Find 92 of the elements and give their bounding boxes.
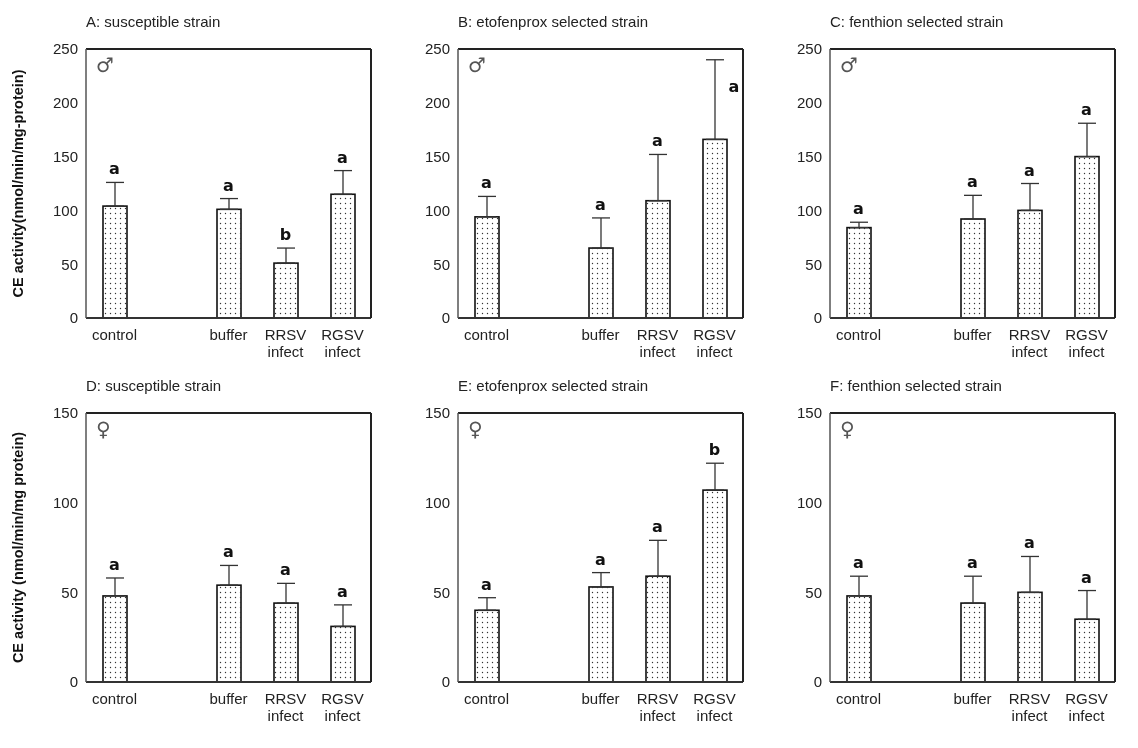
y-tick-label: 250 xyxy=(424,40,450,58)
x-tick-label: RGSV infect xyxy=(1065,326,1108,360)
x-tick-label: RGSV infect xyxy=(693,690,736,724)
x-tick-label: RRSV infect xyxy=(1008,690,1051,724)
annotation: a xyxy=(728,76,740,96)
annotation: ♀ xyxy=(468,417,483,441)
x-tick-label: buffer xyxy=(581,326,620,343)
x-tick-label: RGSV infect xyxy=(1065,690,1108,724)
x-tick-label: RRSV infect xyxy=(1008,326,1051,360)
annotation: a xyxy=(595,194,606,214)
y-tick-label: 150 xyxy=(796,404,822,422)
x-tick-label: RRSV infect xyxy=(636,326,679,360)
annotation: a xyxy=(967,553,978,573)
chart-title: D: susceptible strain xyxy=(85,376,223,396)
y-tick-label: 50 xyxy=(805,583,822,601)
x-tick-label: buffer xyxy=(209,326,248,343)
y-tick-label: 0 xyxy=(813,309,822,327)
annotation: a xyxy=(853,199,864,219)
annotation: ♂ xyxy=(468,53,486,77)
y-tick-label: 100 xyxy=(424,493,450,511)
x-tick-label: buffer xyxy=(953,690,992,707)
annotation: a xyxy=(853,553,864,573)
annotation: a xyxy=(109,159,120,179)
y-tick-label: 200 xyxy=(796,94,822,112)
annotation: b xyxy=(708,440,721,460)
y-tick-label: 100 xyxy=(424,201,450,219)
chart-title: E: etofenprox selected strain xyxy=(457,376,650,396)
y-tick-label: 0 xyxy=(69,673,78,691)
y-tick-label: 100 xyxy=(796,493,822,511)
annotation: ♂ xyxy=(840,53,858,77)
annotation: a xyxy=(1081,567,1092,587)
x-tick-label: RGSV infect xyxy=(321,690,364,724)
y-axis-title: CE activity (nmol/min/mg protein) xyxy=(10,431,27,664)
x-tick-label: buffer xyxy=(953,326,992,343)
y-tick-label: 0 xyxy=(441,309,450,327)
x-tick-label: control xyxy=(835,326,882,343)
y-tick-label: 150 xyxy=(796,147,822,165)
x-tick-label: RGSV infect xyxy=(693,326,736,360)
y-tick-label: 250 xyxy=(796,40,822,58)
y-tick-label: 150 xyxy=(424,404,450,422)
x-tick-label: RRSV infect xyxy=(264,326,307,360)
x-tick-label: control xyxy=(91,690,138,707)
y-tick-label: 100 xyxy=(796,201,822,219)
annotation: a xyxy=(337,147,348,167)
annotation: a xyxy=(1024,160,1035,180)
y-tick-label: 150 xyxy=(52,147,78,165)
annotation: ♀ xyxy=(840,417,855,441)
x-tick-label: buffer xyxy=(581,690,620,707)
annotation: a xyxy=(967,172,978,192)
x-tick-label: control xyxy=(463,690,510,707)
y-tick-label: 200 xyxy=(52,94,78,112)
annotation: b xyxy=(279,225,292,245)
annotation: a xyxy=(223,175,234,195)
y-tick-label: 100 xyxy=(52,493,78,511)
annotation: a xyxy=(1081,100,1092,120)
y-tick-label: 100 xyxy=(52,201,78,219)
chart-title: C: fenthion selected strain xyxy=(829,12,1005,32)
chart-title: B: etofenprox selected strain xyxy=(457,12,650,32)
x-tick-label: control xyxy=(463,326,510,343)
annotation: a xyxy=(652,517,663,537)
annotation: a xyxy=(337,581,348,601)
y-tick-label: 0 xyxy=(69,309,78,327)
y-tick-label: 150 xyxy=(52,404,78,422)
x-tick-label: RGSV infect xyxy=(321,326,364,360)
annotation: a xyxy=(595,549,606,569)
annotation: ♂ xyxy=(96,53,114,77)
y-tick-label: 0 xyxy=(441,673,450,691)
y-tick-label: 200 xyxy=(424,94,450,112)
annotation: ♀ xyxy=(96,417,111,441)
annotation: a xyxy=(481,173,492,193)
chart-title: A: susceptible strain xyxy=(85,12,222,32)
annotation: a xyxy=(481,574,492,594)
x-tick-label: RRSV infect xyxy=(264,690,307,724)
y-tick-label: 50 xyxy=(61,583,78,601)
y-tick-label: 50 xyxy=(433,583,450,601)
annotation: a xyxy=(1024,533,1035,553)
annotation: a xyxy=(280,560,291,580)
chart-title: F: fenthion selected strain xyxy=(829,376,1003,396)
x-tick-label: RRSV infect xyxy=(636,690,679,724)
y-tick-label: 50 xyxy=(805,255,822,273)
annotation: a xyxy=(652,131,663,151)
y-tick-label: 50 xyxy=(433,255,450,273)
y-tick-label: 50 xyxy=(61,255,78,273)
x-tick-label: control xyxy=(91,326,138,343)
annotation: a xyxy=(109,554,120,574)
y-tick-label: 150 xyxy=(424,147,450,165)
y-tick-label: 250 xyxy=(52,40,78,58)
x-tick-label: control xyxy=(835,690,882,707)
annotation: a xyxy=(223,542,234,562)
x-tick-label: buffer xyxy=(209,690,248,707)
y-axis-title: CE activity(nmol/min/mg-protein) xyxy=(10,69,27,298)
y-tick-label: 0 xyxy=(813,673,822,691)
